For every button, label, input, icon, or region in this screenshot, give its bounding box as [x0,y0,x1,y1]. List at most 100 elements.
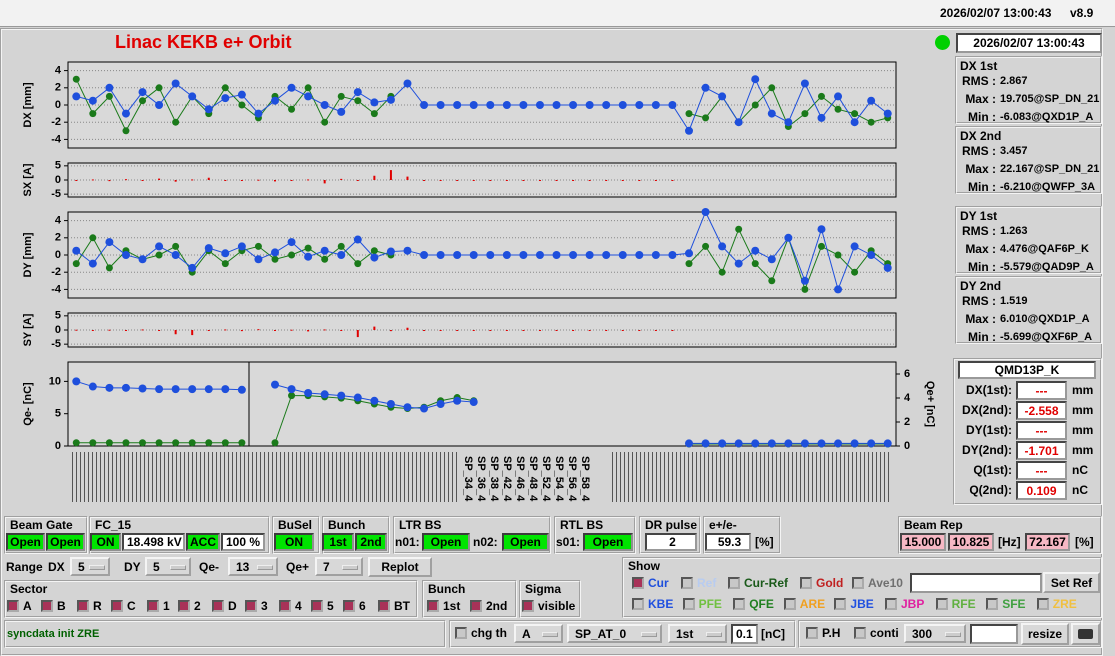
checkbox-label[interactable]: P.H [822,626,841,640]
checkbox-label[interactable]: KBE [648,597,674,611]
field[interactable]: 2 [645,533,697,551]
checkbox-label[interactable]: RFE [951,597,976,611]
checkbox[interactable] [7,600,19,612]
dropdown-value[interactable]: 5 [153,559,160,574]
button[interactable]: Set Ref [1043,572,1100,593]
dropdown[interactable]: 300 [904,624,966,643]
checkbox[interactable] [632,598,644,610]
checkbox[interactable] [885,598,897,610]
dropdown-arrow[interactable] [542,632,558,637]
checkbox-label[interactable]: conti [870,626,899,640]
checkbox[interactable] [986,598,999,610]
checkbox[interactable] [470,600,482,612]
checkbox-label[interactable]: 2nd [486,599,508,613]
dropdown-value[interactable]: 13 [236,559,250,574]
button[interactable]: 2nd [355,533,387,551]
button[interactable]: ACC [186,533,220,551]
dropdown-arrow[interactable] [342,565,358,570]
dropdown[interactable]: A [514,624,563,643]
button[interactable]: Open [46,533,85,551]
checkbox[interactable] [343,600,355,612]
checkbox-label[interactable]: PFE [698,597,722,611]
checkbox[interactable] [783,598,796,610]
checkbox[interactable] [935,598,948,610]
field[interactable]: 59.3 [705,533,751,551]
dropdown[interactable]: 7 [315,557,363,576]
checkbox-label[interactable]: A [23,599,32,613]
checkbox-label[interactable]: Cur [648,576,669,590]
checkbox-label[interactable]: Cur-Ref [744,576,788,590]
input[interactable] [910,573,1042,593]
checkbox[interactable] [682,598,695,610]
checkbox[interactable] [1036,598,1049,610]
checkbox[interactable] [728,577,740,589]
checkbox-label[interactable]: visible [538,599,576,613]
checkbox[interactable] [681,577,693,589]
button[interactable]: ON [90,533,121,551]
dropdown-value[interactable]: SP_AT_0 [575,626,627,641]
checkbox-label[interactable]: Ref [697,576,717,590]
checkbox-label[interactable]: Gold [816,576,844,590]
checkbox[interactable] [733,598,746,610]
checkbox[interactable] [522,600,534,612]
checkbox-label[interactable]: QFE [749,597,774,611]
checkbox-label[interactable]: 1 [163,599,170,613]
button[interactable]: Replot [368,557,432,577]
checkbox[interactable] [147,600,159,612]
checkbox[interactable] [245,600,257,612]
input[interactable]: 0.1 [731,624,758,644]
checkbox[interactable] [311,600,323,612]
checkbox[interactable] [41,600,53,612]
checkbox[interactable] [632,577,644,589]
checkbox[interactable] [77,600,89,612]
checkbox-label[interactable]: 4 [295,599,302,613]
dropdown-arrow[interactable] [706,632,722,637]
dropdown-value[interactable]: A [522,626,531,641]
dropdown-value[interactable]: 1st [676,626,694,641]
checkbox-label[interactable]: 5 [327,599,334,613]
checkbox-label[interactable]: 2 [194,599,201,613]
dropdown-value[interactable]: 300 [912,626,933,641]
dropdown-arrow[interactable] [641,632,657,637]
button[interactable]: 1st [322,533,354,551]
dropdown[interactable]: SP_AT_0 [567,624,662,643]
checkbox[interactable] [427,600,439,612]
checkbox[interactable] [455,627,467,639]
checkbox-label[interactable]: 1st [443,599,461,613]
button[interactable]: Open [583,533,633,551]
checkbox[interactable] [852,577,864,589]
camera-button[interactable] [1071,623,1100,645]
checkbox-label[interactable]: BT [394,599,410,613]
button[interactable]: Open [502,533,549,551]
checkbox[interactable] [834,598,847,610]
dropdown[interactable]: 5 [145,557,191,576]
checkbox-label[interactable]: ARE [799,597,826,611]
checkbox-label[interactable]: 6 [359,599,366,613]
checkbox[interactable] [212,600,224,612]
checkbox-label[interactable]: 3 [261,599,268,613]
button[interactable]: Open [422,533,470,551]
dropdown-arrow[interactable] [89,565,105,570]
checkbox-label[interactable]: Ave10 [868,576,903,590]
checkbox[interactable] [178,600,190,612]
checkbox-label[interactable]: R [93,599,102,613]
checkbox-label[interactable]: chg th [471,626,507,640]
dropdown[interactable]: 13 [228,557,278,576]
button[interactable]: Open [6,533,45,551]
checkbox-label[interactable]: JBE [850,597,874,611]
button[interactable]: ON [274,533,314,551]
checkbox[interactable] [806,627,818,639]
input[interactable] [970,624,1018,644]
dropdown-value[interactable]: 7 [323,559,330,574]
dropdown-arrow[interactable] [257,565,273,570]
checkbox-label[interactable]: B [57,599,66,613]
dropdown-arrow[interactable] [945,632,961,637]
camera-icon[interactable] [1078,629,1093,639]
dropdown-arrow[interactable] [170,565,186,570]
checkbox[interactable] [854,627,866,639]
checkbox-label[interactable]: D [228,599,237,613]
button[interactable]: resize [1021,623,1069,645]
checkbox[interactable] [800,577,812,589]
checkbox-label[interactable]: SFE [1002,597,1026,611]
checkbox[interactable] [111,600,123,612]
